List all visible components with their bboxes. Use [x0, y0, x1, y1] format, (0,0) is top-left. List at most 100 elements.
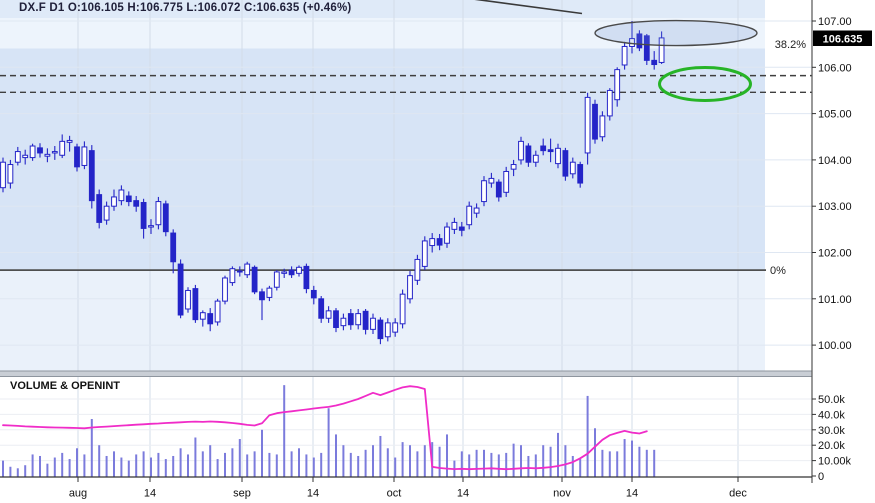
drawing-annotations-layer[interactable] — [473, 0, 758, 102]
volume-bar — [16, 468, 19, 477]
candle-up — [51, 151, 58, 154]
candle-down — [495, 181, 502, 198]
candle-up — [7, 164, 14, 184]
volume-bar — [571, 455, 574, 477]
volume-bars-layer — [2, 385, 656, 477]
price-tick-label: 106.00 — [818, 62, 852, 74]
price-tick-label: 101.00 — [818, 294, 852, 306]
volume-bar — [438, 446, 441, 477]
candle-up — [370, 317, 376, 330]
time-tick-label: 14 — [144, 488, 156, 500]
volume-bar — [623, 439, 626, 477]
candle-up — [185, 289, 191, 310]
volume-bar — [31, 454, 34, 477]
volume-bar — [216, 459, 219, 477]
candle-down — [310, 289, 317, 299]
candle-up — [266, 287, 273, 298]
price-tick-label: 105.00 — [818, 109, 852, 121]
volume-bar — [638, 446, 641, 477]
volume-bar — [164, 459, 167, 477]
candle-up — [14, 151, 21, 163]
volume-bar — [201, 451, 204, 477]
candle-up — [481, 180, 487, 203]
candle-down — [162, 203, 169, 233]
candle-down — [318, 298, 325, 319]
candle-down — [140, 201, 147, 229]
time-tick-label: 14 — [626, 488, 638, 500]
candle-down — [259, 291, 265, 301]
volume-bar — [549, 446, 552, 477]
volume-bar — [335, 434, 337, 477]
volume-bar — [372, 445, 374, 477]
volume-bar — [342, 445, 345, 477]
candle-down — [333, 310, 339, 329]
volume-bar — [594, 428, 596, 477]
volume-bar — [527, 455, 530, 477]
candle-down — [288, 269, 295, 276]
price-tick-label: 104.00 — [818, 155, 852, 167]
volume-bar — [157, 452, 160, 477]
candle-up — [0, 161, 6, 189]
volume-bar — [320, 452, 323, 477]
green-ellipse-annotation[interactable] — [658, 65, 752, 102]
candle-down — [74, 146, 80, 168]
candle-up — [296, 266, 302, 274]
candle-down — [303, 265, 310, 290]
candle-down — [377, 319, 384, 340]
candle-up — [325, 310, 332, 319]
candle-up — [22, 154, 29, 159]
trendline-annotation[interactable] — [473, 0, 583, 15]
gray-ellipse-annotation[interactable] — [594, 19, 758, 47]
candle-up — [614, 69, 621, 101]
candle-up — [384, 322, 391, 338]
candle-up — [629, 38, 635, 47]
volume-bar — [586, 395, 589, 477]
background-layer — [0, 0, 765, 371]
price-tick-label: 107.00 — [818, 16, 852, 28]
volume-bar — [423, 445, 426, 477]
volume-bar — [98, 445, 101, 477]
candle-up — [399, 293, 406, 325]
candle-down — [362, 310, 369, 330]
volume-tick-label: 50.0k — [818, 394, 845, 406]
volume-bar — [349, 452, 352, 477]
volume-bar — [305, 454, 308, 477]
candle-up — [599, 115, 606, 138]
volume-bar — [394, 457, 397, 477]
shading-band-382-to-0 — [0, 48, 765, 270]
candle-down — [525, 145, 532, 163]
candle-down — [133, 200, 140, 207]
volume-bar — [83, 454, 86, 477]
volume-bar — [127, 460, 130, 477]
candle-down — [192, 288, 199, 321]
volume-bar — [312, 457, 315, 477]
volume-bar — [483, 449, 485, 477]
time-tick-label: oct — [387, 488, 402, 500]
volume-bar — [275, 454, 278, 477]
last-price-tag: 106.635 — [813, 30, 872, 46]
open-interest-line — [2, 385, 648, 471]
candle-up — [532, 154, 539, 163]
candle-up — [606, 89, 613, 117]
volume-bar — [364, 449, 367, 477]
candle-up — [444, 226, 450, 244]
candle-up — [29, 145, 36, 159]
candle-up — [407, 275, 413, 300]
volume-bar — [9, 466, 12, 477]
candle-down — [37, 147, 43, 154]
volume-bar — [416, 451, 419, 477]
candle-up — [340, 317, 347, 327]
volume-bar — [120, 457, 123, 477]
price-levels-layer[interactable] — [0, 74, 812, 271]
candle-up — [518, 140, 524, 161]
candle-up — [569, 161, 576, 175]
volume-bar — [46, 463, 49, 477]
candle-up — [118, 189, 125, 202]
shading-band-top — [0, 0, 765, 18]
candle-down — [636, 33, 643, 49]
volume-bar — [142, 451, 145, 477]
candle-up — [199, 312, 206, 320]
time-tick-label: nov — [553, 488, 571, 500]
